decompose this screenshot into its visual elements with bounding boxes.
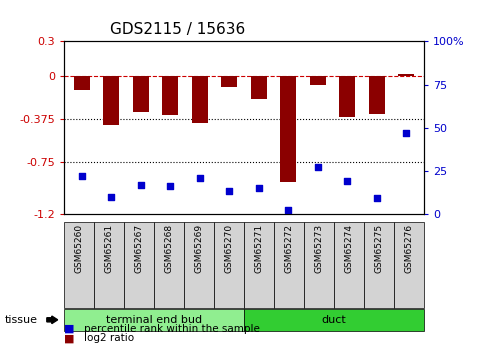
Bar [398, 73, 415, 76]
Bar [103, 76, 119, 125]
Point [78, 173, 86, 179]
Bar [73, 76, 90, 90]
Point [196, 175, 204, 180]
Point [373, 196, 381, 201]
Text: GSM65270: GSM65270 [224, 224, 234, 273]
Text: GSM65268: GSM65268 [165, 224, 174, 273]
Point [137, 182, 145, 187]
Point [402, 130, 410, 136]
Text: GSM65272: GSM65272 [284, 224, 293, 273]
Bar [162, 76, 178, 115]
Point [314, 165, 322, 170]
Text: ■: ■ [64, 333, 74, 343]
Text: GSM65260: GSM65260 [74, 224, 84, 273]
Bar [221, 76, 238, 87]
Point [225, 189, 233, 194]
Text: GSM65274: GSM65274 [345, 224, 353, 273]
Bar [192, 76, 208, 123]
Bar [280, 76, 296, 182]
Text: percentile rank within the sample: percentile rank within the sample [84, 324, 260, 334]
Text: GDS2115 / 15636: GDS2115 / 15636 [110, 22, 245, 37]
Text: log2 ratio: log2 ratio [84, 333, 134, 343]
Bar [133, 76, 149, 111]
Text: duct: duct [321, 315, 347, 325]
Bar [250, 76, 267, 99]
Point [255, 185, 263, 191]
Text: GSM65269: GSM65269 [195, 224, 204, 273]
Text: GSM65275: GSM65275 [375, 224, 384, 273]
Text: GSM65273: GSM65273 [315, 224, 323, 273]
Point [284, 208, 292, 213]
Bar [339, 76, 355, 117]
Bar [310, 76, 326, 85]
Text: ■: ■ [64, 324, 74, 334]
Point [166, 184, 174, 189]
Bar [369, 76, 385, 114]
Text: GSM65271: GSM65271 [254, 224, 264, 273]
Text: GSM65261: GSM65261 [105, 224, 113, 273]
Point [107, 194, 115, 199]
Text: GSM65276: GSM65276 [404, 224, 414, 273]
Text: tissue: tissue [5, 315, 38, 325]
Point [343, 178, 351, 184]
Text: GSM65267: GSM65267 [135, 224, 143, 273]
Text: terminal end bud: terminal end bud [106, 315, 202, 325]
